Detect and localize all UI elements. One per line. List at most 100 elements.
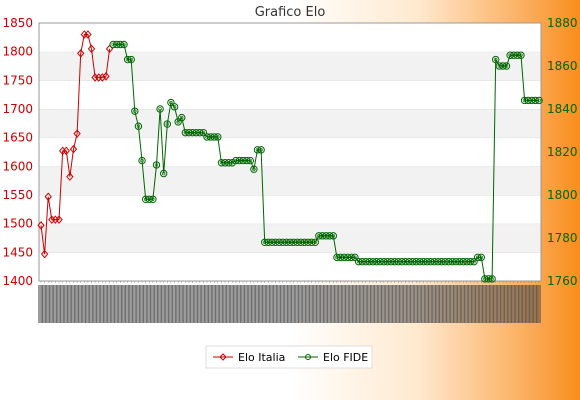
data-point-inner xyxy=(432,259,437,264)
x-tick-label-stub xyxy=(106,285,112,323)
x-tick-label-stub xyxy=(341,285,347,323)
data-point xyxy=(141,195,150,204)
data-point xyxy=(239,156,247,165)
x-tick-label-stub xyxy=(254,285,260,323)
x-tick-label-stub xyxy=(496,285,502,323)
x-tick-label-stub xyxy=(149,285,155,323)
x-tick-label-stub xyxy=(240,285,246,323)
x-tick-label-stub xyxy=(261,285,267,323)
data-point xyxy=(372,257,381,266)
data-point xyxy=(315,232,323,240)
data-point xyxy=(188,128,197,137)
data-point-inner xyxy=(407,259,411,264)
x-tick-label-stub xyxy=(185,285,191,323)
x-tick-label-stub xyxy=(536,285,541,323)
grid-band xyxy=(39,137,541,167)
data-point-inner xyxy=(519,53,523,57)
data-point xyxy=(120,40,128,49)
x-tick-label-stub xyxy=(41,285,47,323)
data-point-inner xyxy=(317,234,321,238)
data-point xyxy=(459,257,467,266)
data-point xyxy=(261,238,269,247)
data-point xyxy=(44,192,52,201)
data-point xyxy=(390,257,399,266)
data-point-inner xyxy=(248,158,253,163)
x-tick-label-stub xyxy=(243,285,249,323)
data-point xyxy=(163,120,172,128)
x-tick-label-stub xyxy=(232,285,238,323)
data-point-inner xyxy=(302,240,307,245)
data-point xyxy=(398,257,406,266)
data-point-inner xyxy=(201,130,206,135)
y-left-tick-label: 1500 xyxy=(2,217,33,231)
series-elo-italia xyxy=(37,30,114,259)
data-point-inner xyxy=(313,240,317,245)
data-point xyxy=(452,257,460,266)
data-point-inner xyxy=(208,135,213,139)
data-point xyxy=(307,238,316,247)
data-point xyxy=(466,257,475,266)
data-point-inner xyxy=(255,148,260,152)
x-tick-label-stub xyxy=(478,285,484,323)
x-tick-label-stub xyxy=(312,285,318,323)
data-point xyxy=(250,165,258,173)
data-point xyxy=(329,232,338,240)
data-point-inner xyxy=(378,259,382,264)
data-point xyxy=(253,146,262,154)
x-tick-label-stub xyxy=(344,285,350,323)
x-tick-label-stub xyxy=(409,285,415,323)
data-point-inner xyxy=(353,255,357,260)
data-point xyxy=(297,238,305,247)
data-point-inner xyxy=(501,64,505,68)
data-point xyxy=(347,253,356,262)
x-tick-label-stub xyxy=(193,285,199,323)
x-tick-label-stub xyxy=(492,285,498,323)
y-left-tick-label: 1850 xyxy=(2,16,33,30)
data-point-inner xyxy=(396,259,400,264)
data-point-inner xyxy=(425,259,429,264)
data-point-inner xyxy=(115,42,119,47)
data-point xyxy=(481,275,489,283)
data-point-inner xyxy=(346,255,350,260)
x-tick-label-stub xyxy=(167,285,173,323)
grid-bands xyxy=(39,22,541,281)
data-point xyxy=(196,128,204,137)
data-point xyxy=(477,253,485,262)
data-point xyxy=(506,51,514,59)
data-point xyxy=(484,275,493,283)
data-point-inner xyxy=(172,105,177,109)
data-point-inner xyxy=(281,240,285,245)
data-point-inner xyxy=(198,130,202,135)
data-point-inner xyxy=(450,259,455,264)
x-tick-label-stub xyxy=(471,285,477,323)
data-point-inner xyxy=(400,259,404,264)
x-tick-label-stub xyxy=(279,285,285,323)
data-point-inner xyxy=(490,277,494,281)
x-tick-label-stub xyxy=(333,285,339,323)
x-tick-label-stub xyxy=(52,285,58,323)
data-point xyxy=(394,257,402,266)
x-tick-label-stub xyxy=(315,285,321,323)
data-point-inner xyxy=(447,259,451,264)
x-tick-label-stub xyxy=(218,285,224,323)
data-point-inner xyxy=(515,53,520,57)
data-point xyxy=(87,44,96,54)
data-point-inner xyxy=(468,259,473,264)
series-elo-fide xyxy=(109,40,543,283)
x-tick-label-stub xyxy=(366,285,372,323)
data-point-inner xyxy=(342,255,346,260)
x-tick-label-stub xyxy=(319,285,325,323)
data-point xyxy=(242,156,251,165)
data-point-inner xyxy=(111,42,115,47)
x-tick-label-stub xyxy=(438,285,444,323)
x-tick-label-stub xyxy=(348,285,354,323)
data-point-inner xyxy=(237,158,242,163)
y-axis-right: 1760 1780 1800 1820 1840 1860 1880 xyxy=(547,16,578,288)
data-point xyxy=(427,257,435,266)
data-point xyxy=(401,257,410,266)
data-point xyxy=(174,118,182,126)
data-point xyxy=(199,128,208,137)
data-point xyxy=(473,253,482,262)
data-point-inner xyxy=(291,240,296,245)
